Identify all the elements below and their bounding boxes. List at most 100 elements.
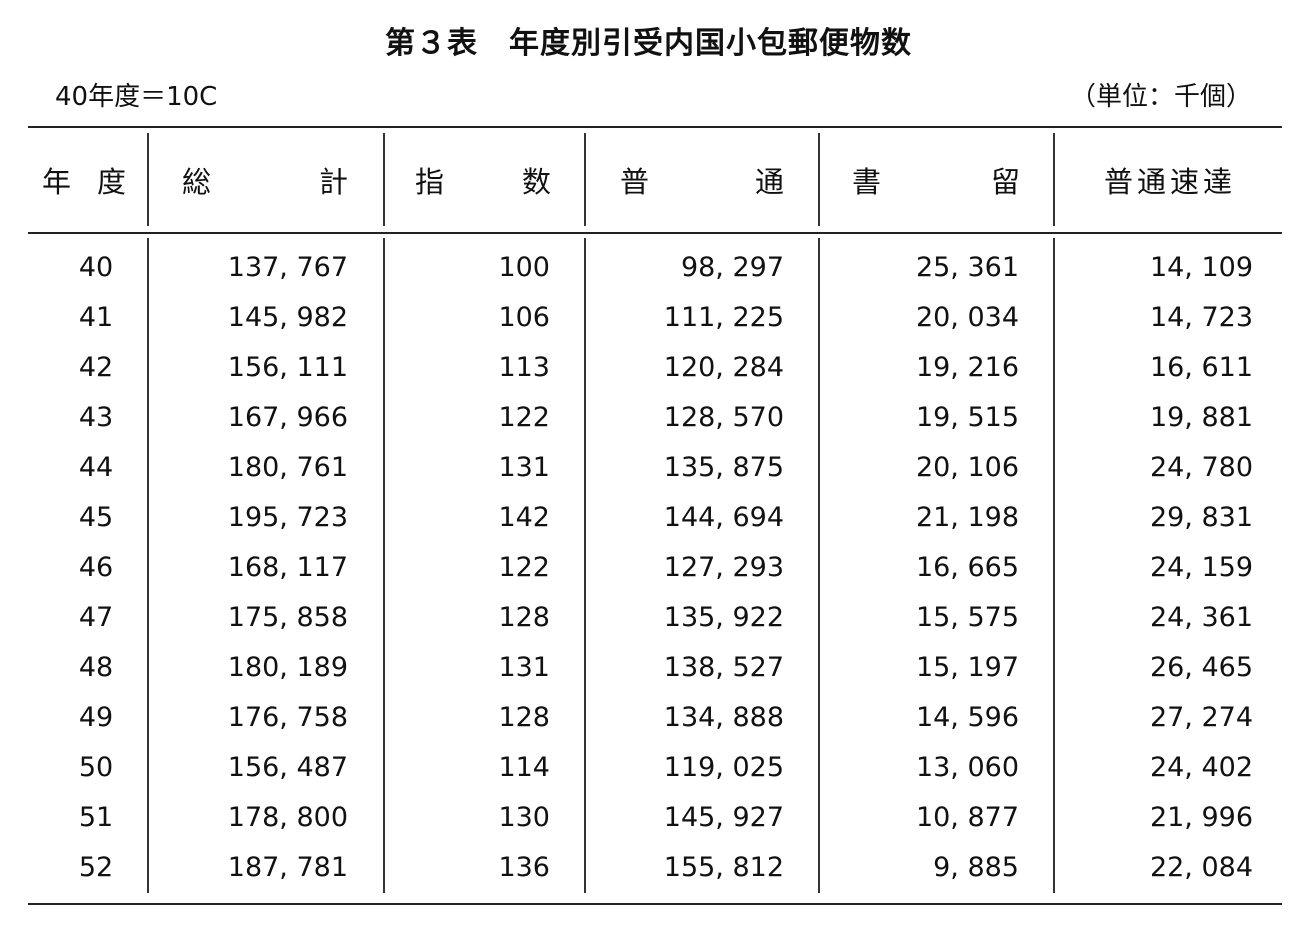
cell-index: 128 [498, 702, 550, 733]
table-title: 第３表 年度別引受内国小包郵便物数 [385, 26, 912, 61]
column-divider [584, 238, 586, 893]
cell-registered: 20, 034 [915, 302, 1019, 333]
cell-total: 156, 111 [227, 352, 348, 383]
cell-total: 145, 982 [227, 302, 348, 333]
header-registered-char: 書 [852, 164, 882, 199]
cell-index: 113 [498, 352, 550, 383]
cell-year: 49 [78, 702, 114, 733]
header-registered-char: 留 [990, 164, 1020, 199]
cell-index: 122 [498, 402, 550, 433]
cell-year: 50 [78, 752, 114, 783]
column-divider [383, 133, 385, 226]
cell-total: 137, 767 [227, 252, 348, 283]
cell-index: 131 [498, 652, 550, 683]
cell-year: 43 [78, 402, 114, 433]
unit-note: （単位：千個） [1069, 82, 1252, 112]
cell-year: 45 [78, 502, 114, 533]
header-index: 指 数 [415, 133, 551, 226]
cell-total: 180, 189 [227, 652, 348, 683]
cell-express: 26, 465 [1149, 652, 1253, 683]
cell-express: 14, 723 [1149, 302, 1253, 333]
cell-year: 46 [78, 552, 114, 583]
header-total-char: 総 [182, 164, 212, 199]
cell-year: 42 [78, 352, 114, 383]
cell-year: 44 [78, 452, 114, 483]
cell-express: 21, 996 [1149, 802, 1253, 833]
cell-total: 178, 800 [227, 802, 348, 833]
cell-registered: 15, 575 [915, 602, 1019, 633]
cell-ordinary: 111, 225 [663, 302, 784, 333]
cell-index: 128 [498, 602, 550, 633]
column-divider [818, 133, 820, 226]
cell-registered: 14, 596 [915, 702, 1019, 733]
cell-ordinary: 145, 927 [663, 802, 784, 833]
cell-total: 168, 117 [227, 552, 348, 583]
base-year-note: 40年度＝10C [55, 82, 218, 112]
cell-ordinary: 134, 888 [663, 702, 784, 733]
header-total: 総 計 [182, 133, 348, 226]
cell-registered: 15, 197 [915, 652, 1019, 683]
cell-ordinary: 135, 875 [663, 452, 784, 483]
cell-express: 27, 274 [1149, 702, 1253, 733]
cell-registered: 13, 060 [915, 752, 1019, 783]
cell-ordinary: 98, 297 [680, 252, 784, 283]
header-rule [28, 232, 1282, 234]
cell-year: 41 [78, 302, 114, 333]
column-divider [818, 238, 820, 893]
cell-total: 195, 723 [227, 502, 348, 533]
cell-year: 47 [78, 602, 114, 633]
cell-registered: 25, 361 [915, 252, 1019, 283]
cell-index: 122 [498, 552, 550, 583]
cell-registered: 20, 106 [915, 452, 1019, 483]
cell-index: 136 [498, 852, 550, 883]
cell-express: 24, 780 [1149, 452, 1253, 483]
cell-express: 24, 361 [1149, 602, 1253, 633]
cell-index: 130 [498, 802, 550, 833]
cell-express: 16, 611 [1149, 352, 1253, 383]
header-index-char: 数 [521, 164, 551, 199]
cell-registered: 19, 515 [915, 402, 1019, 433]
header-ordinary-char: 普 [620, 164, 650, 199]
cell-year: 48 [78, 652, 114, 683]
cell-express: 19, 881 [1149, 402, 1253, 433]
cell-express: 24, 159 [1149, 552, 1253, 583]
cell-index: 100 [498, 252, 550, 283]
cell-express: 29, 831 [1149, 502, 1253, 533]
cell-registered: 16, 665 [915, 552, 1019, 583]
header-year-char: 度 [96, 164, 126, 199]
header-registered: 書 留 [852, 133, 1020, 226]
cell-total: 175, 858 [227, 602, 348, 633]
column-divider [147, 133, 149, 226]
header-index-char: 指 [415, 164, 445, 199]
cell-registered: 19, 216 [915, 352, 1019, 383]
cell-total: 176, 758 [227, 702, 348, 733]
cell-ordinary: 144, 694 [663, 502, 784, 533]
cell-ordinary: 119, 025 [663, 752, 784, 783]
header-ordinary-char: 通 [754, 164, 784, 199]
cell-express: 14, 109 [1149, 252, 1253, 283]
header-year-char: 年 [42, 164, 72, 199]
cell-total: 180, 761 [227, 452, 348, 483]
cell-ordinary: 138, 527 [663, 652, 784, 683]
cell-year: 52 [78, 852, 114, 883]
cell-registered: 21, 198 [915, 502, 1019, 533]
cell-express: 24, 402 [1149, 752, 1253, 783]
column-divider [147, 238, 149, 893]
column-divider [1053, 238, 1055, 893]
header-ordinary: 普 通 [620, 133, 784, 226]
header-express-label: 普通速達 [1103, 164, 1236, 199]
header-total-char: 計 [318, 164, 348, 199]
cell-registered: 10, 877 [915, 802, 1019, 833]
cell-total: 187, 781 [227, 852, 348, 883]
cell-ordinary: 155, 812 [663, 852, 784, 883]
header-year: 年 度 [42, 133, 126, 226]
bottom-rule [28, 903, 1282, 905]
cell-index: 114 [498, 752, 550, 783]
cell-total: 167, 966 [227, 402, 348, 433]
top-rule [28, 126, 1282, 128]
cell-registered: 9, 885 [933, 852, 1019, 883]
header-express: 普通速達 [1080, 133, 1260, 226]
cell-total: 156, 487 [227, 752, 348, 783]
cell-express: 22, 084 [1149, 852, 1253, 883]
cell-ordinary: 135, 922 [663, 602, 784, 633]
